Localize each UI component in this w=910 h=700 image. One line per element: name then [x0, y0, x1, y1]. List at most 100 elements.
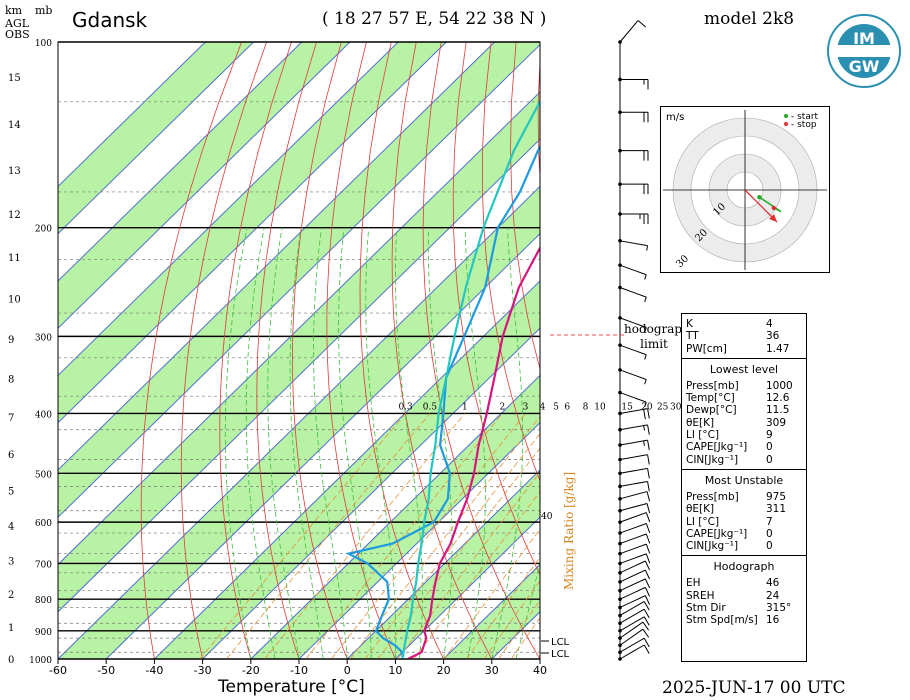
x-tick-label: 20: [437, 664, 451, 677]
isotherm-line: [105, 233, 540, 659]
mixing-ratio-line: [305, 413, 503, 659]
height-km-label: 6: [8, 450, 14, 461]
dry-adiabat: [256, 42, 317, 659]
height-km-label: 7: [8, 413, 14, 424]
mixing-ratio-tick: 0.5: [423, 402, 438, 412]
mixing-ratio-tick: 10: [594, 402, 606, 412]
index-row: θE[K] 311: [682, 503, 806, 515]
wind-barb-staff: [619, 560, 646, 574]
index-value: 12.6: [766, 392, 790, 405]
wind-barb-half: [643, 425, 645, 431]
index-name: SREH: [686, 589, 715, 602]
index-name: Press[mb]: [686, 490, 739, 503]
hodograph-panel: m/s 10 20 30 - start - stop: [660, 106, 830, 273]
wind-barb-flag: [645, 523, 651, 534]
wind-barb-flag: [645, 543, 651, 554]
mixing-ratio-tick: 6: [564, 402, 570, 412]
index-name: θE[K]: [686, 503, 715, 516]
mixing-ratio-line: [349, 415, 540, 659]
x-tick-label: 40: [533, 664, 547, 677]
mixing-ratio-tick: 4: [540, 402, 546, 412]
imgw-logo: IM GW: [827, 14, 901, 88]
mixing-ratio-line: [466, 556, 540, 659]
index-value: 0: [766, 441, 773, 454]
wind-barb-flag: [647, 454, 650, 465]
lcl-label: LCL: [551, 637, 570, 648]
pressure-tick-label: 700: [35, 560, 52, 570]
lcl-label: LCL: [551, 649, 570, 660]
wind-barb-staff: [619, 454, 648, 461]
index-value: 4: [766, 318, 773, 330]
index-row: EH 46: [682, 577, 806, 589]
height-km-label: 2: [8, 590, 14, 601]
moist-adiabat: [338, 227, 372, 659]
height-km-label: 15: [8, 73, 21, 84]
isotherm-line: [395, 516, 540, 659]
isotherm-line: [58, 42, 206, 188]
wind-barb-staff: [619, 533, 647, 545]
wind-barb-flag: [647, 408, 650, 419]
dry-adiabat: [510, 42, 540, 371]
wind-barb-dot: [618, 508, 622, 513]
index-name: LI [°C]: [686, 515, 720, 528]
lowest-level-indices: Press[mb] 1000 Temp[°C] 12.6 Dewp[°C] 11.5 θE[…: [682, 380, 806, 466]
height-km-label: 4: [8, 522, 14, 533]
mixing-ratio-tick: 20: [641, 402, 653, 412]
mixing-ratio-tick: 8: [583, 402, 589, 412]
wind-barb-flag: [643, 637, 650, 648]
storm-motion-arrowhead: [769, 214, 777, 222]
mixing-ratio-tick: 30: [670, 402, 682, 412]
pressure-tick-label: 100: [35, 39, 52, 49]
wind-barb-flag: [637, 20, 646, 28]
units-km-label: km: [5, 4, 23, 17]
wind-barb-staff: [619, 637, 645, 653]
wind-barb-staff: [619, 586, 646, 600]
mixing-ratio-tick: 5: [553, 402, 559, 412]
pressure-tick-label: 200: [35, 225, 52, 235]
index-value: 0: [766, 453, 773, 466]
isotherm-line: [58, 42, 495, 471]
indices-panel: K 4 TT 36 PW[cm] 1.47 Lowest level Press[mb] 1…: [681, 313, 807, 662]
height-km-label: 0: [8, 655, 14, 666]
index-name: CAPE[Jkg⁻¹]: [686, 441, 748, 454]
moist-adiabat: [245, 227, 276, 659]
hodograph-legend-dot: [784, 114, 788, 118]
dry-adiabat: [140, 42, 242, 659]
mixing-ratio-line: [264, 413, 466, 659]
mixing-ratio-label: Mixing Ratio [g/kg]: [562, 471, 576, 590]
mixing-ratio-tick: 40: [541, 512, 553, 522]
wind-barb-flag: [647, 468, 650, 479]
moist-adiabat: [395, 227, 423, 659]
height-km-label: 12: [8, 210, 21, 221]
wind-barb-staff: [619, 467, 648, 474]
x-tick-label: -20: [242, 664, 260, 677]
height-km-label: 14: [8, 120, 21, 131]
wind-barb-flag: [647, 481, 650, 492]
wind-barb-flag: [643, 601, 650, 611]
station-coords: ( 18 27 57 E, 54 22 38 N ): [322, 9, 547, 29]
height-km-label: 13: [8, 166, 21, 177]
wind-barb-staff: [619, 608, 645, 624]
hodograph-indices: EH 46 SREH 24 Stm Dir 315° Stm Spd[m/s] 16: [682, 577, 806, 626]
wind-barb-flag: [642, 621, 650, 631]
index-row: Stm Spd[m/s] 16: [682, 614, 806, 626]
index-value: 7: [766, 515, 773, 528]
wind-barb-half: [644, 296, 647, 302]
height-km-label: 5: [8, 486, 14, 497]
isotherm-line: [58, 42, 399, 377]
mixing-ratio-line: [331, 413, 526, 659]
index-name: Stm Spd[m/s]: [686, 614, 758, 627]
pressure-tick-label: 900: [35, 628, 52, 638]
height-km-label: 1: [8, 623, 14, 634]
index-row: θE[K] 309: [682, 417, 806, 429]
pressure-tick-label: 600: [35, 519, 52, 529]
mixing-ratio-tick: 2: [499, 402, 505, 412]
wind-barb-half: [644, 327, 647, 333]
wind-barb-staff: [619, 240, 648, 247]
wind-barb-staff: [619, 287, 647, 298]
moist-adiabat: [267, 227, 300, 659]
mixing-ratio-tick: 0.3: [398, 402, 413, 412]
index-name: PW[cm]: [686, 342, 727, 355]
